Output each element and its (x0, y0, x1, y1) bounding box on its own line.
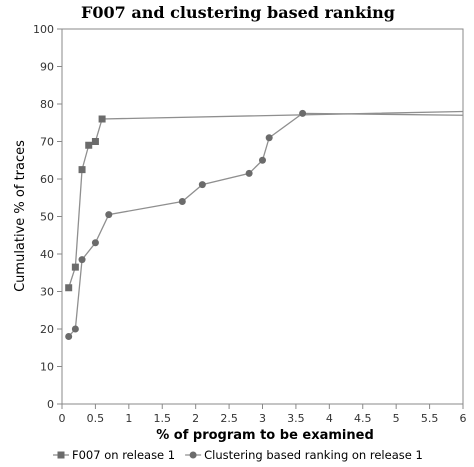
legend-item: F007 on release 1 (53, 448, 175, 462)
x-tick-label: 5 (393, 412, 400, 425)
y-tick-label: 0 (47, 398, 54, 411)
x-tick-label: 2.5 (220, 412, 238, 425)
data-point-circle (71, 325, 79, 333)
x-axis: 0 0.5 1 1.5 2 2.5 3 3.5 4 4.5 5 5.5 6 (59, 404, 467, 425)
x-tick-label: 6 (460, 412, 467, 425)
legend-marker-square (57, 451, 65, 459)
y-tick-label: 30 (40, 286, 54, 299)
x-tick-label: 0.5 (87, 412, 105, 425)
y-tick-label: 60 (40, 173, 54, 186)
series-layer (65, 109, 464, 340)
y-tick-label: 50 (40, 211, 54, 224)
data-point-circle (245, 169, 253, 177)
legend-marker-circle (189, 451, 197, 459)
data-point-circle (91, 239, 99, 247)
y-tick-label: 40 (40, 248, 54, 261)
data-point-circle (105, 211, 113, 219)
y-tick-label: 100 (33, 23, 54, 36)
x-tick-label: 4 (326, 412, 333, 425)
legend-label: F007 on release 1 (72, 448, 175, 462)
x-tick-label: 3 (259, 412, 266, 425)
x-tick-label: 2 (192, 412, 199, 425)
y-tick-label: 20 (40, 323, 54, 336)
data-point-square (91, 138, 99, 145)
y-tick-label: 90 (40, 61, 54, 74)
plot-area (61, 28, 464, 405)
x-axis-label: % of program to be examined (156, 428, 374, 443)
x-tick-label: 3.5 (287, 412, 305, 425)
data-point-circle (259, 156, 266, 164)
y-tick-label: 70 (40, 136, 54, 149)
legend: F007 on release 1 Clustering based rankin… (53, 448, 423, 462)
chart-title: F007 and clustering based ranking (81, 3, 395, 22)
data-point-circle (265, 134, 273, 142)
series-2 (65, 109, 464, 340)
x-tick-label: 1.5 (154, 412, 172, 425)
data-point-circle (299, 109, 307, 117)
y-axis: 0 10 20 30 40 50 60 70 80 90 100 (33, 23, 62, 411)
y-tick-label: 80 (40, 98, 54, 111)
data-point-square (98, 115, 106, 123)
series-1 (65, 110, 464, 292)
y-axis-label: Cumulative % of traces (13, 140, 28, 292)
x-tick-label: 4.5 (354, 412, 372, 425)
legend-label: Clustering based ranking on release 1 (204, 448, 423, 462)
x-tick-label: 0 (59, 412, 66, 425)
data-point-circle (65, 333, 73, 340)
data-point-square (85, 141, 93, 149)
x-tick-label: 5.5 (421, 412, 439, 425)
data-point-square (78, 166, 86, 174)
data-point-circle (198, 181, 206, 189)
y-tick-label: 10 (40, 361, 54, 374)
x-tick-label: 1 (125, 412, 132, 425)
data-point-circle (78, 256, 86, 264)
data-point-square (65, 284, 73, 292)
series-line (68, 112, 464, 337)
legend-item: Clustering based ranking on release 1 (185, 448, 423, 462)
data-point-square (71, 263, 79, 271)
data-point-circle (178, 198, 186, 205)
